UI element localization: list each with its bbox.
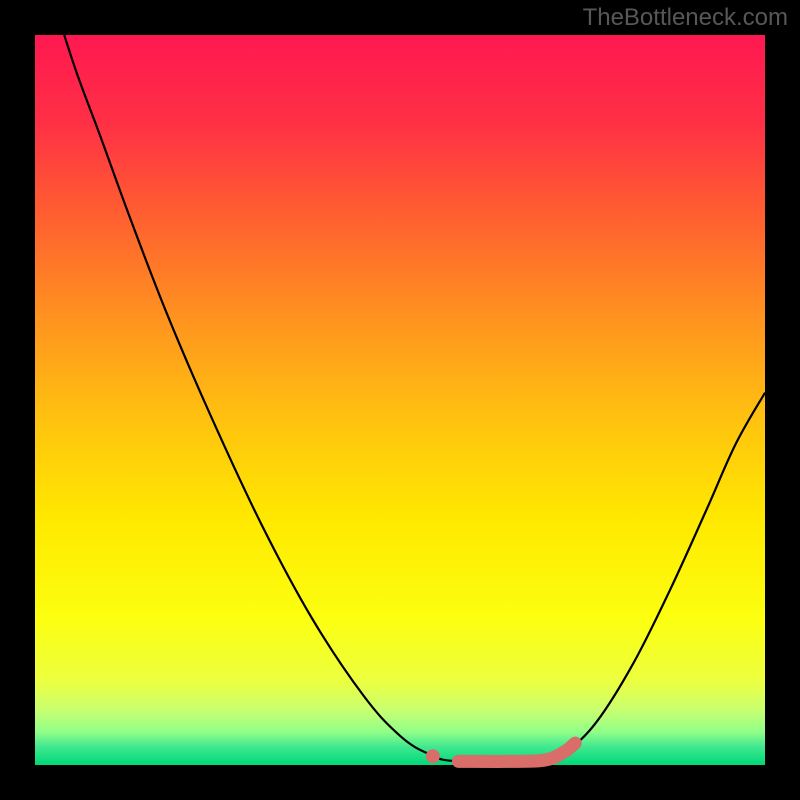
attribution-text: TheBottleneck.com xyxy=(583,4,788,32)
optimal-point-marker xyxy=(426,749,440,763)
stage: TheBottleneck.com xyxy=(0,0,800,800)
bottleneck-chart xyxy=(0,0,800,800)
gradient-background xyxy=(35,35,765,765)
